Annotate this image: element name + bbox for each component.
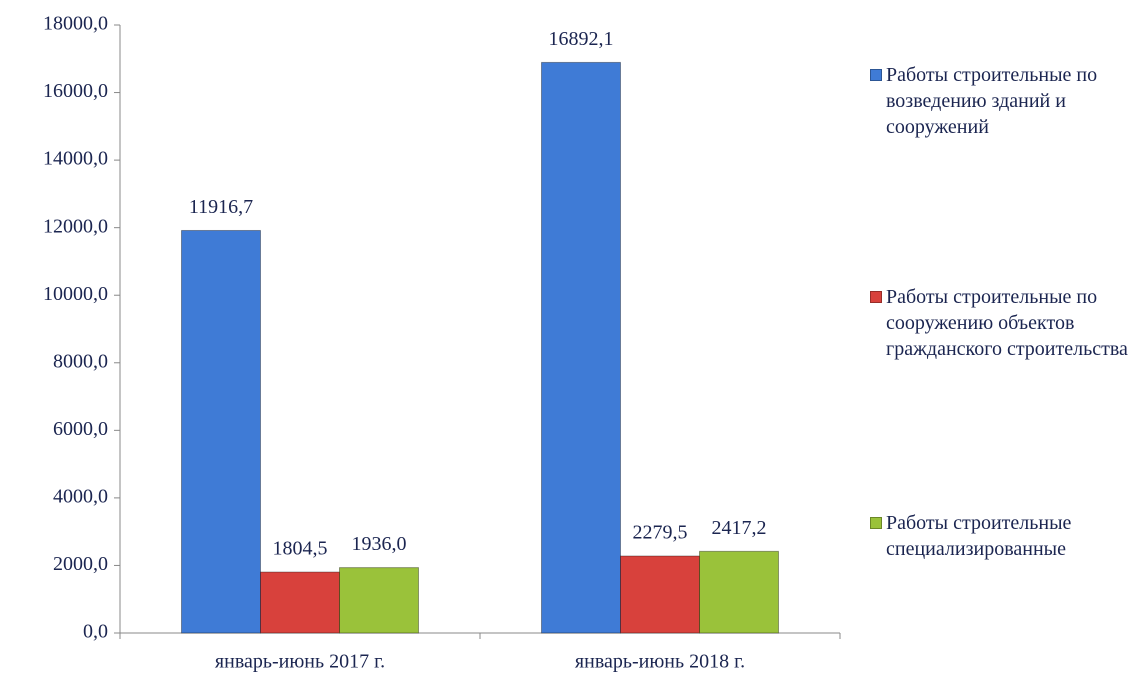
y-tick-label: 14000,0	[43, 148, 108, 170]
legend-label: Работы строительные по сооружению объект…	[886, 286, 1128, 360]
legend-entry: Работы строительные специализированные	[870, 510, 1140, 562]
value-label: 16892,1	[549, 28, 614, 50]
bar	[699, 550, 779, 634]
bar	[541, 61, 621, 634]
value-label: 2417,2	[712, 517, 767, 539]
x-tick-label: январь-июнь 2018 г.	[575, 651, 745, 673]
y-tick-label: 0,0	[83, 621, 108, 643]
legend-swatch	[870, 517, 882, 529]
x-tick-label: январь-июнь 2017 г.	[215, 651, 385, 673]
y-tick-label: 6000,0	[53, 418, 108, 440]
bar	[181, 229, 261, 634]
value-label: 1804,5	[273, 538, 328, 560]
bar	[260, 571, 340, 634]
y-tick-label: 10000,0	[43, 283, 108, 305]
y-tick-label: 12000,0	[43, 215, 108, 237]
legend-swatch	[870, 291, 882, 303]
value-label: 11916,7	[189, 196, 253, 218]
y-tick-label: 8000,0	[53, 350, 108, 372]
bar	[620, 555, 700, 634]
legend-entry: Работы строительные по сооружению объект…	[870, 284, 1140, 362]
value-label: 2279,5	[633, 522, 688, 544]
value-label: 1936,0	[352, 533, 407, 555]
bar	[339, 567, 419, 634]
y-tick-label: 4000,0	[53, 485, 108, 507]
legend-entry: Работы строительные по возведению зданий…	[870, 62, 1140, 140]
legend-label: Работы строительные по возведению зданий…	[886, 64, 1098, 138]
y-tick-label: 2000,0	[53, 553, 108, 575]
legend-swatch	[870, 69, 882, 81]
legend-label: Работы строительные специализированные	[886, 512, 1072, 560]
y-tick-label: 16000,0	[43, 80, 108, 102]
y-tick-label: 18000,0	[43, 13, 108, 35]
